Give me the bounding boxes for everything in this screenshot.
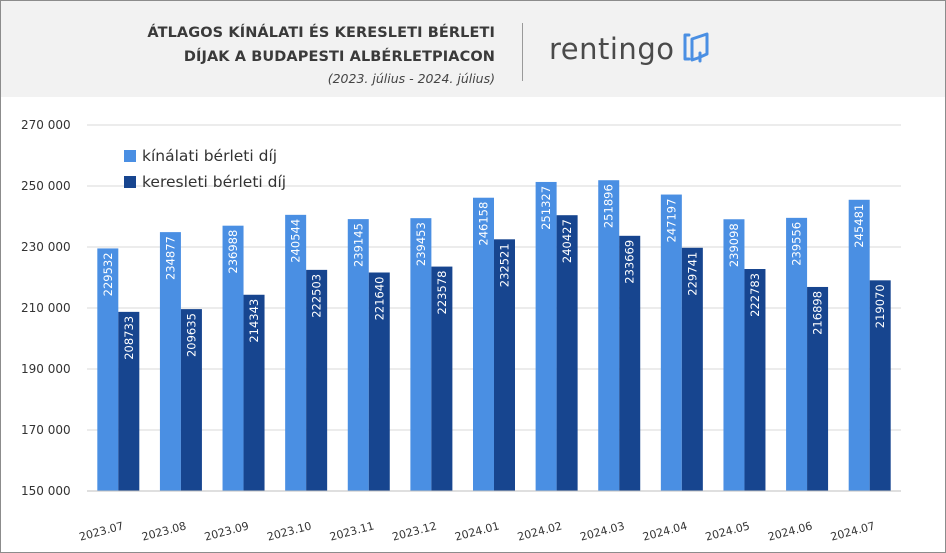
data-label: 245481 (852, 204, 866, 248)
legend-swatch-demand (124, 176, 136, 188)
y-tick-label: 170 000 (21, 423, 71, 437)
data-label: 239453 (414, 222, 428, 266)
x-tick-label: 2024.02 (516, 519, 563, 543)
data-label: 251896 (602, 184, 616, 228)
bar-demand (180, 309, 202, 491)
data-label: 240427 (560, 219, 574, 263)
bar-demand (306, 269, 328, 491)
bar-demand (807, 286, 829, 491)
bar-demand (556, 215, 578, 492)
data-label: 222503 (310, 274, 324, 318)
bars-layer (97, 180, 891, 492)
y-tick-label: 190 000 (21, 362, 71, 376)
data-label: 219070 (873, 284, 887, 328)
bar-offer (598, 180, 620, 491)
data-label: 234877 (163, 236, 177, 280)
bar-offer (285, 214, 307, 491)
bar-offer (848, 199, 870, 491)
bar-offer (159, 232, 181, 491)
bar-offer (786, 217, 808, 492)
data-label: 239145 (351, 223, 365, 267)
data-label: 239098 (727, 223, 741, 267)
data-label: 229532 (101, 252, 115, 296)
bar-demand (368, 272, 390, 491)
x-tick-label: 2024.01 (453, 519, 500, 543)
data-label: 221640 (372, 276, 386, 320)
data-label: 223578 (435, 271, 449, 315)
data-label: 208733 (122, 316, 136, 360)
data-label: 247197 (664, 199, 678, 243)
data-label: 236988 (226, 230, 240, 274)
data-label: 214343 (247, 299, 261, 343)
bar-offer (97, 248, 119, 491)
data-label: 222783 (748, 273, 762, 317)
rentingo-logo: rentingo (549, 31, 714, 67)
x-tick-label: 2024.07 (829, 519, 876, 543)
data-label: 209635 (184, 313, 198, 357)
y-tick-label: 250 000 (21, 179, 71, 193)
legend-label-offer: kínálati bérleti díj (142, 147, 277, 165)
bar-chart: 229532 208733 234877 209635 236988 214343 2405… (21, 118, 901, 544)
x-tick-label: 2023.10 (266, 519, 313, 543)
open-door-icon (680, 31, 714, 67)
y-tick-label: 230 000 (21, 240, 71, 254)
y-tick-label: 210 000 (21, 301, 71, 315)
bar-demand (869, 280, 891, 491)
chart-title-line-1: ÁTLAGOS KÍNÁLATI ÉS KERESLETI BÉRLETI (147, 25, 495, 41)
bar-demand (494, 239, 515, 491)
title-block: ÁTLAGOS KÍNÁLATI ÉS KERESLETI BÉRLETI DÍ… (147, 21, 495, 89)
bar-demand (118, 311, 140, 491)
data-label: 251327 (539, 186, 553, 230)
bar-offer (660, 194, 682, 492)
data-label: 232521 (498, 243, 512, 287)
x-tick-label: 2023.12 (391, 519, 438, 543)
header-divider (522, 23, 523, 81)
data-label: 239556 (790, 222, 804, 266)
x-tick-label: 2024.03 (579, 519, 626, 543)
bar-offer (222, 225, 244, 492)
x-tick-label: 2023.08 (140, 519, 187, 543)
x-tick-label: 2023.11 (328, 519, 375, 543)
legend-swatch-offer (124, 150, 136, 162)
bar-offer (535, 181, 557, 492)
x-tick-label: 2024.05 (704, 519, 751, 543)
data-label: 216898 (811, 291, 825, 335)
bar-offer (723, 219, 745, 491)
legend: kínálati bérleti díj keresleti bérleti d… (124, 147, 286, 191)
bar-demand (619, 235, 641, 491)
data-label: 240544 (289, 219, 303, 263)
bar-offer (347, 219, 369, 491)
data-label: 229741 (685, 252, 699, 296)
x-tick-label: 2024.04 (641, 519, 688, 543)
bar-demand (681, 247, 703, 491)
x-tick-label: 2024.06 (767, 519, 814, 543)
legend-label-demand: keresleti bérleti díj (142, 173, 286, 191)
header-banner: ÁTLAGOS KÍNÁLATI ÉS KERESLETI BÉRLETI DÍ… (1, 1, 945, 97)
data-label: 246158 (477, 202, 491, 246)
chart-title-line-2: DÍJAK A BUDAPESTI ALBÉRLETPIACON (183, 49, 495, 65)
bar-offer (473, 197, 494, 491)
bar-demand (243, 294, 265, 491)
x-tick-label: 2023.07 (78, 519, 125, 543)
bar-offer (410, 218, 432, 492)
logo-text: rentingo (549, 32, 675, 66)
bar-demand (744, 269, 766, 491)
x-tick-label: 2023.09 (203, 519, 250, 543)
y-tick-label: 150 000 (21, 484, 71, 498)
data-label: 233669 (623, 240, 637, 284)
bar-demand (431, 266, 453, 491)
y-tick-label: 270 000 (21, 118, 71, 132)
data-labels-layer: 229532 208733 234877 209635 236988 214343 2405… (101, 184, 887, 360)
chart-subtitle: (2023. július - 2024. július) (327, 71, 495, 86)
